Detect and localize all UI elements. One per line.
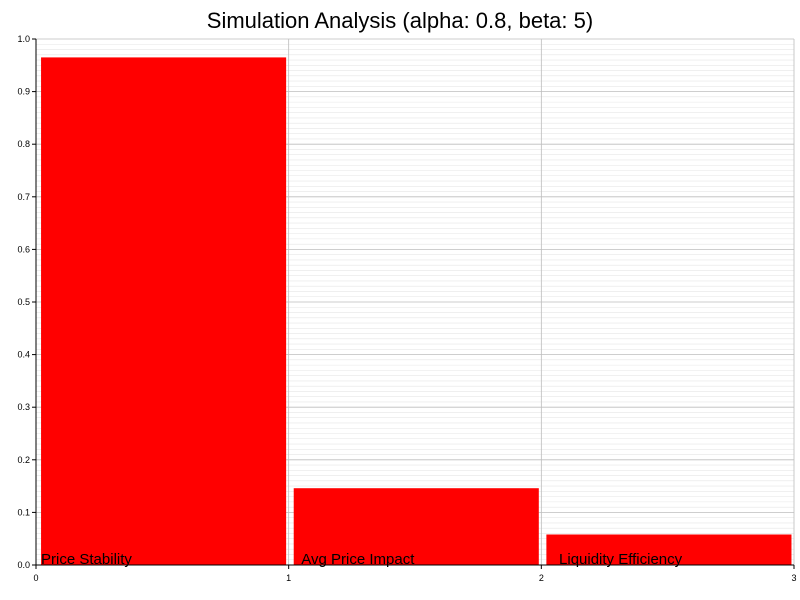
category-label: Liquidity Efficiency bbox=[559, 551, 683, 568]
y-tick-label: 0.9 bbox=[17, 87, 30, 97]
y-tick-label: 0.2 bbox=[17, 455, 30, 465]
y-tick-label: 0.7 bbox=[17, 192, 30, 202]
bar-labels: Price Stability Avg Price Impact Liquidity… bbox=[41, 551, 683, 568]
x-tick-label: 2 bbox=[539, 573, 544, 583]
bar bbox=[41, 57, 287, 565]
y-tick-label: 0.6 bbox=[17, 244, 30, 254]
y-tick-label: 0.3 bbox=[17, 402, 30, 412]
y-tick-label: 0.4 bbox=[17, 350, 30, 360]
y-tick-label: 0.1 bbox=[17, 507, 30, 517]
x-tick-label: 1 bbox=[286, 573, 291, 583]
y-tick-label: 0.0 bbox=[17, 560, 30, 570]
chart-title: Simulation Analysis (alpha: 0.8, beta: 5… bbox=[206, 8, 594, 33]
bars bbox=[41, 57, 792, 565]
y-tick-label: 0.8 bbox=[17, 139, 30, 149]
y-tick-label: 0.5 bbox=[17, 297, 30, 307]
x-tick-label: 3 bbox=[791, 573, 796, 583]
category-label: Price Stability bbox=[41, 551, 132, 568]
category-label: Avg Price Impact bbox=[301, 551, 415, 568]
axes: 0.0 0.1 0.2 0.3 0.4 0.5 0.6 0.7 0.8 0.9 1.0 0 1 2 3 bbox=[17, 34, 796, 583]
y-tick-label: 1.0 bbox=[17, 34, 30, 44]
x-tick-label: 0 bbox=[33, 573, 38, 583]
bar bbox=[546, 534, 792, 565]
bar bbox=[293, 488, 539, 565]
